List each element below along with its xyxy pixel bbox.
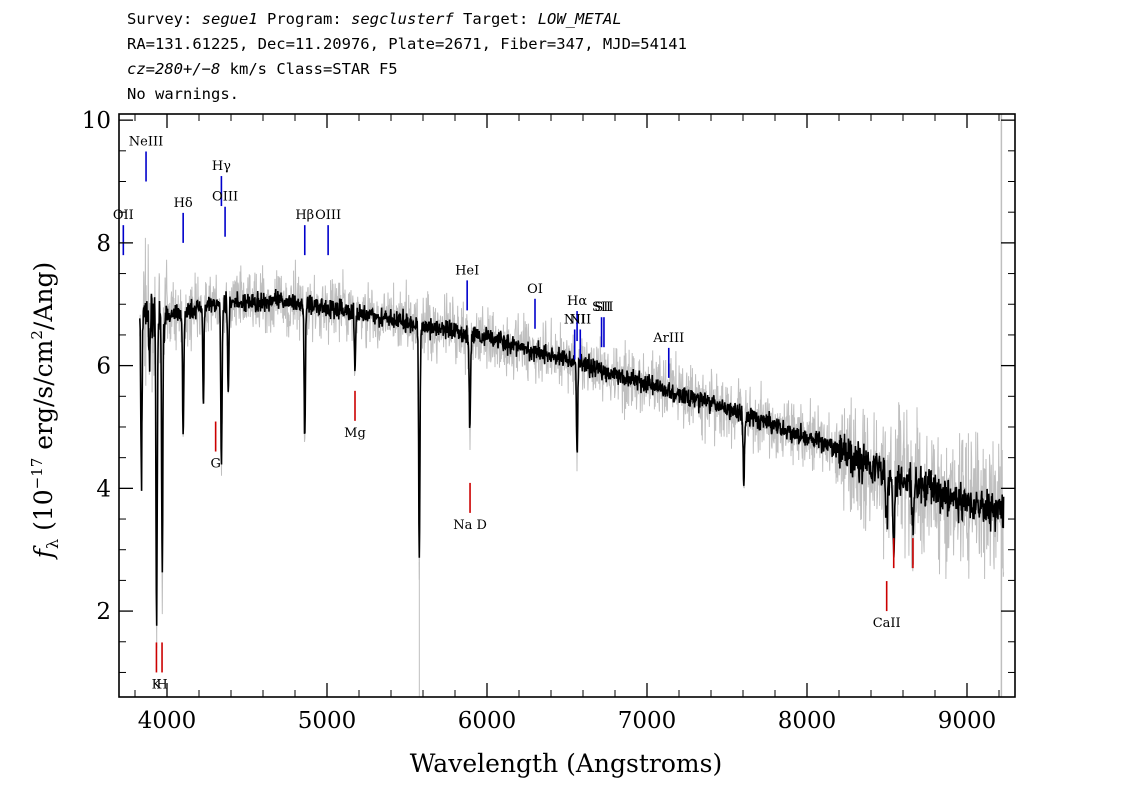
absorption-line-label: K [152,677,162,692]
survey-value: segue1 [201,10,258,28]
y-axis-label-pre: (10 [29,489,58,539]
header-line-1: Survey: segue1 Program: segclusterf Targ… [127,10,622,29]
y-axis-label-mid: erg/s/cm [29,339,58,457]
absorption-line-label: Na D [453,518,487,533]
header-line-3: cz=280+/−8 km/s Class=STAR F5 [127,60,398,79]
y-axis-symbol: f [29,545,58,560]
x-axis-label: Wavelength (Angstroms) [410,749,722,778]
flux-noise-series [139,114,1005,697]
axes: 4000 5000 6000 7000 8000 9000 2 4 6 8 10 [82,108,1016,734]
emission-line-label: NII [564,312,586,327]
header-line-4: No warnings. [127,85,239,103]
survey-label: Survey: [127,10,193,28]
emission-line-label: Hα [567,294,587,309]
y-axis-label-post: /Ang) [29,262,58,330]
emission-line-label: Hβ [295,208,314,223]
y-axis-exp-2: 2 [28,330,46,340]
x-tick-label: 8000 [778,708,837,734]
emission-line-label: ArIII [652,331,684,346]
emission-line-label: Hδ [174,196,193,211]
emission-line-label: OI [527,282,543,297]
y-tick-label: 8 [96,231,111,257]
x-tick-label: 4000 [138,708,197,734]
redshift-value: cz=280+/−8 [127,60,221,78]
emission-line-label: OIII [212,190,238,205]
flux-line [139,288,1005,626]
emission-line-label: SII [594,300,613,315]
x-tick-label: 5000 [298,708,357,734]
emission-line-label: OII [113,208,134,223]
program-label: Program: [267,10,342,28]
absorption-line-label: G [210,457,220,472]
y-tick-label: 2 [96,599,111,625]
target-label: Target: [463,10,529,28]
y-tick-label: 4 [96,476,111,502]
x-tick-label: 6000 [458,708,517,734]
y-tick-label: 6 [96,354,111,380]
emission-line-label: SII [592,300,611,315]
plot-frame [118,113,1016,698]
absorption-line-label: H [156,677,167,692]
target-value: LOW_METAL [537,10,622,28]
program-value: segclusterf [351,10,454,28]
y-axis-exp-1: −17 [28,458,46,490]
absorption-line-label: Mg [344,426,366,441]
absorption-line-label: CaII [873,616,901,631]
y-axis-label: fλ (10−17 erg/s/cm2/Ang) [28,262,62,561]
emission-line-label: HeI [455,263,479,278]
emission-line-label: Hγ [212,159,231,174]
emission-line-label: NII [569,312,591,327]
class-text: km/s Class=STAR F5 [220,60,398,78]
x-tick-label: 7000 [618,708,677,734]
y-axis-symbol-sub: λ [43,539,62,549]
y-tick-label: 10 [82,108,111,134]
emission-line-label: OIII [315,208,341,223]
flux-series [139,288,1005,626]
emission-line-label: NeIII [129,135,163,150]
x-tick-label: 9000 [938,708,997,734]
header-line-2: RA=131.61225, Dec=11.20976, Plate=2671, … [127,35,687,53]
